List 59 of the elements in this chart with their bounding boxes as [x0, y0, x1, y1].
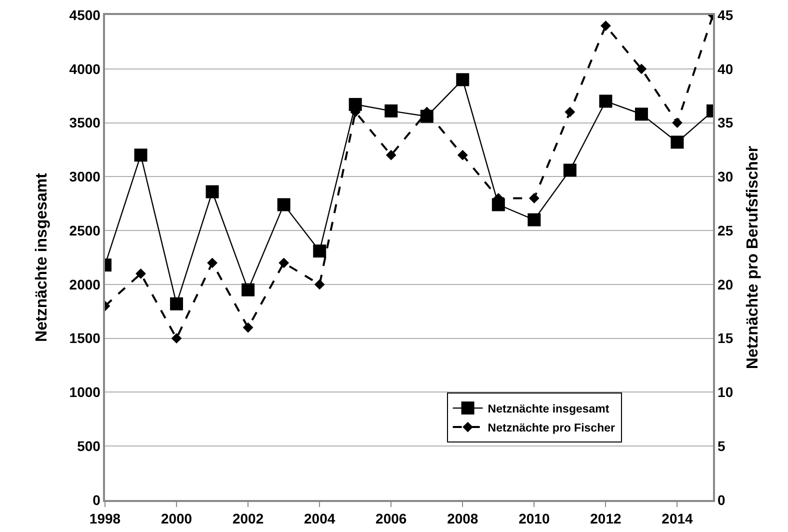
point	[528, 193, 540, 204]
y2-tick-label: 5	[718, 438, 726, 454]
point	[672, 118, 682, 128]
y2-tick-label: 0	[718, 492, 726, 508]
legend-label: Netznächte insgesamt	[488, 404, 610, 416]
point	[277, 198, 290, 212]
point	[384, 104, 398, 118]
point	[171, 333, 182, 344]
point	[242, 283, 255, 296]
x-tick-label: 2012	[590, 510, 622, 527]
point	[457, 150, 468, 160]
x-tick-label: 2014	[662, 510, 694, 527]
x-tick-label: 1998	[89, 510, 121, 527]
point	[563, 164, 576, 177]
y-tick-label: 3500	[69, 114, 101, 131]
x-tick-label: 2010	[518, 510, 550, 527]
y-tick-label: 500	[77, 438, 101, 454]
point	[136, 268, 146, 279]
point	[206, 185, 219, 198]
y-tick-label: 1000	[69, 384, 101, 400]
x-tick-label: 2002	[232, 510, 264, 527]
y2-tick-label: 20	[718, 276, 734, 292]
point	[456, 73, 470, 86]
y-tick-label: 2000	[69, 276, 101, 292]
point	[599, 94, 612, 108]
y2-tick-label: 30	[718, 168, 734, 185]
point	[278, 258, 290, 268]
point	[313, 244, 326, 258]
point	[134, 148, 148, 162]
y-tick-label: 3000	[69, 168, 101, 185]
x-tick-label: 2000	[160, 510, 192, 527]
point	[600, 20, 611, 31]
y2-axis-title: Netznächte pro Berufsfischer	[744, 146, 762, 370]
point	[386, 150, 396, 160]
y-tick-label: 1500	[69, 330, 101, 346]
y-axis-title: Netznächte insgesamt	[34, 172, 51, 342]
point	[670, 136, 684, 149]
y2-tick-label: 25	[718, 222, 734, 238]
point	[207, 258, 218, 268]
x-tick-label: 2004	[304, 510, 336, 527]
point	[170, 297, 184, 310]
point	[314, 279, 325, 290]
x-tick-label: 2008	[447, 510, 478, 527]
y-tick-label: 4500	[69, 6, 101, 23]
y2-tick-label: 10	[718, 384, 734, 400]
point	[636, 64, 647, 74]
y2-tick-label: 40	[718, 60, 734, 77]
legend-label: Netznächte pro Fischer	[488, 422, 616, 435]
point	[242, 322, 254, 333]
x-tick-label: 2006	[376, 510, 407, 527]
y2-tick-label: 35	[718, 114, 734, 131]
y-tick-label: 4000	[69, 60, 101, 77]
y2-tick-label: 15	[718, 330, 734, 346]
point	[634, 108, 648, 121]
point	[528, 213, 541, 226]
y-tick-label: 0	[92, 492, 101, 508]
y-tick-label: 2500	[69, 222, 101, 238]
point	[564, 106, 576, 118]
y2-tick-label: 45	[718, 6, 734, 23]
